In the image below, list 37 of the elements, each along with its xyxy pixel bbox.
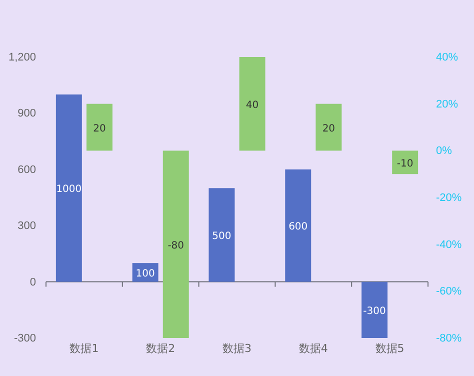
x-tick-label: 数据5 <box>375 342 404 355</box>
y2-tick-label: -20% <box>436 192 462 204</box>
y2-tick-label: -60% <box>436 286 462 298</box>
y-tick-label: 0 <box>30 276 36 288</box>
y2-tick-label: -80% <box>436 332 462 345</box>
y-tick-label: -300 <box>14 332 36 345</box>
x-tick-label: 数据3 <box>222 342 252 355</box>
data-label: 20 <box>322 123 336 134</box>
y-tick-label: 300 <box>18 220 36 232</box>
y-tick-label: 900 <box>18 108 36 120</box>
data-label: 600 <box>288 222 308 233</box>
y2-tick-label: 20% <box>436 98 458 110</box>
y-tick-label: 1,200 <box>8 52 36 64</box>
data-label: 1000 <box>56 184 82 196</box>
data-label: 20 <box>93 123 106 134</box>
bar <box>86 104 112 151</box>
bar <box>285 169 312 282</box>
y2-tick-label: -40% <box>436 238 462 251</box>
data-label: -80 <box>168 240 184 252</box>
bar <box>162 150 189 338</box>
bar <box>239 57 266 151</box>
y2-tick-label: 40% <box>436 52 458 64</box>
bar <box>56 94 82 282</box>
x-tick-label: 数据2 <box>146 342 176 355</box>
x-tick-label: 数据4 <box>298 342 328 355</box>
data-label: 100 <box>136 268 155 280</box>
data-label: -10 <box>396 158 414 170</box>
bar <box>362 282 388 338</box>
bar <box>316 104 342 151</box>
y2-tick-label: 0% <box>436 145 452 158</box>
data-label: 40 <box>246 100 259 111</box>
y-tick-label: 600 <box>18 164 36 176</box>
bar <box>392 150 418 174</box>
x-tick-label: 数据1 <box>70 342 99 355</box>
bar <box>208 188 235 282</box>
data-label: 500 <box>212 230 232 242</box>
data-label: -300 <box>363 306 386 317</box>
